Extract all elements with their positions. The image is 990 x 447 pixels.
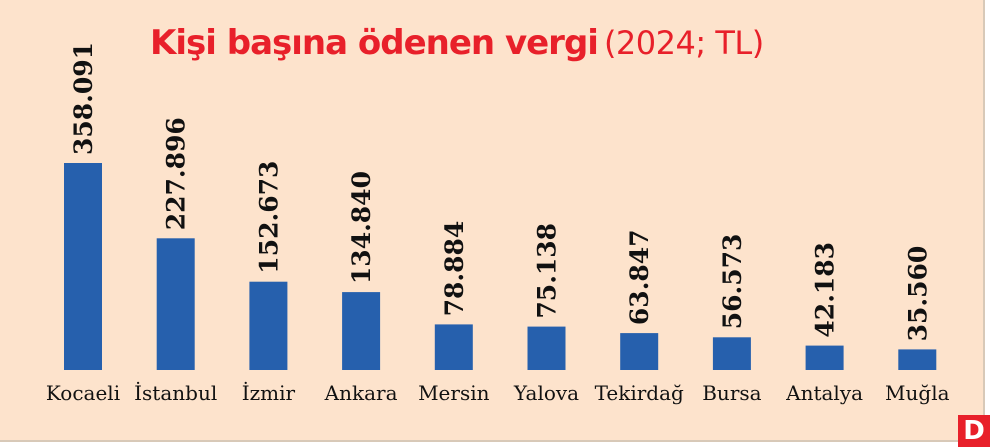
category-label-0: Kocaeli [46, 381, 120, 405]
bar-chart: 358.091 Kocaeli 227.896 İstanbul 152.673 İzmi… [46, 42, 950, 405]
category-label-7: Bursa [702, 381, 761, 405]
category-label-6: Tekirdağ [595, 381, 684, 405]
value-label-7: 56.573 [718, 234, 747, 330]
category-label-4: Mersin [418, 381, 490, 405]
chart-title-main: Kişi başına ödenen vergi [150, 23, 599, 63]
bar-9 [898, 349, 937, 370]
chart-title: Kişi başına ödenen vergi (2024; TL) [150, 26, 764, 60]
value-label-3: 134.840 [347, 171, 376, 284]
value-label-6: 63.847 [625, 229, 654, 325]
value-label-1: 227.896 [162, 117, 191, 230]
chart-title-sub: (2024; TL) [603, 24, 764, 62]
bar-2 [249, 281, 288, 370]
category-label-5: Yalova [513, 381, 579, 405]
category-label-3: Ankara [324, 381, 398, 405]
value-label-9: 35.560 [903, 246, 932, 342]
value-label-4: 78.884 [440, 221, 469, 317]
category-label-9: Muğla [885, 381, 950, 405]
value-label-8: 42.183 [811, 242, 840, 338]
category-label-8: Antalya [785, 381, 863, 405]
bar-7 [712, 337, 751, 370]
bar-8 [805, 345, 844, 370]
bar-0 [64, 163, 102, 370]
category-label-2: İzmir [242, 381, 296, 405]
category-label-1: İstanbul [134, 381, 217, 405]
bar-3 [342, 292, 381, 370]
value-label-0: 358.091 [69, 42, 98, 155]
bar-1 [156, 238, 195, 370]
publisher-logo-letter: D [963, 416, 985, 446]
bar-6 [620, 333, 659, 370]
publisher-logo: D [958, 415, 990, 447]
bar-4 [434, 324, 473, 370]
bar-5 [527, 326, 566, 370]
value-label-2: 152.673 [254, 161, 283, 274]
value-label-5: 75.138 [533, 223, 562, 319]
